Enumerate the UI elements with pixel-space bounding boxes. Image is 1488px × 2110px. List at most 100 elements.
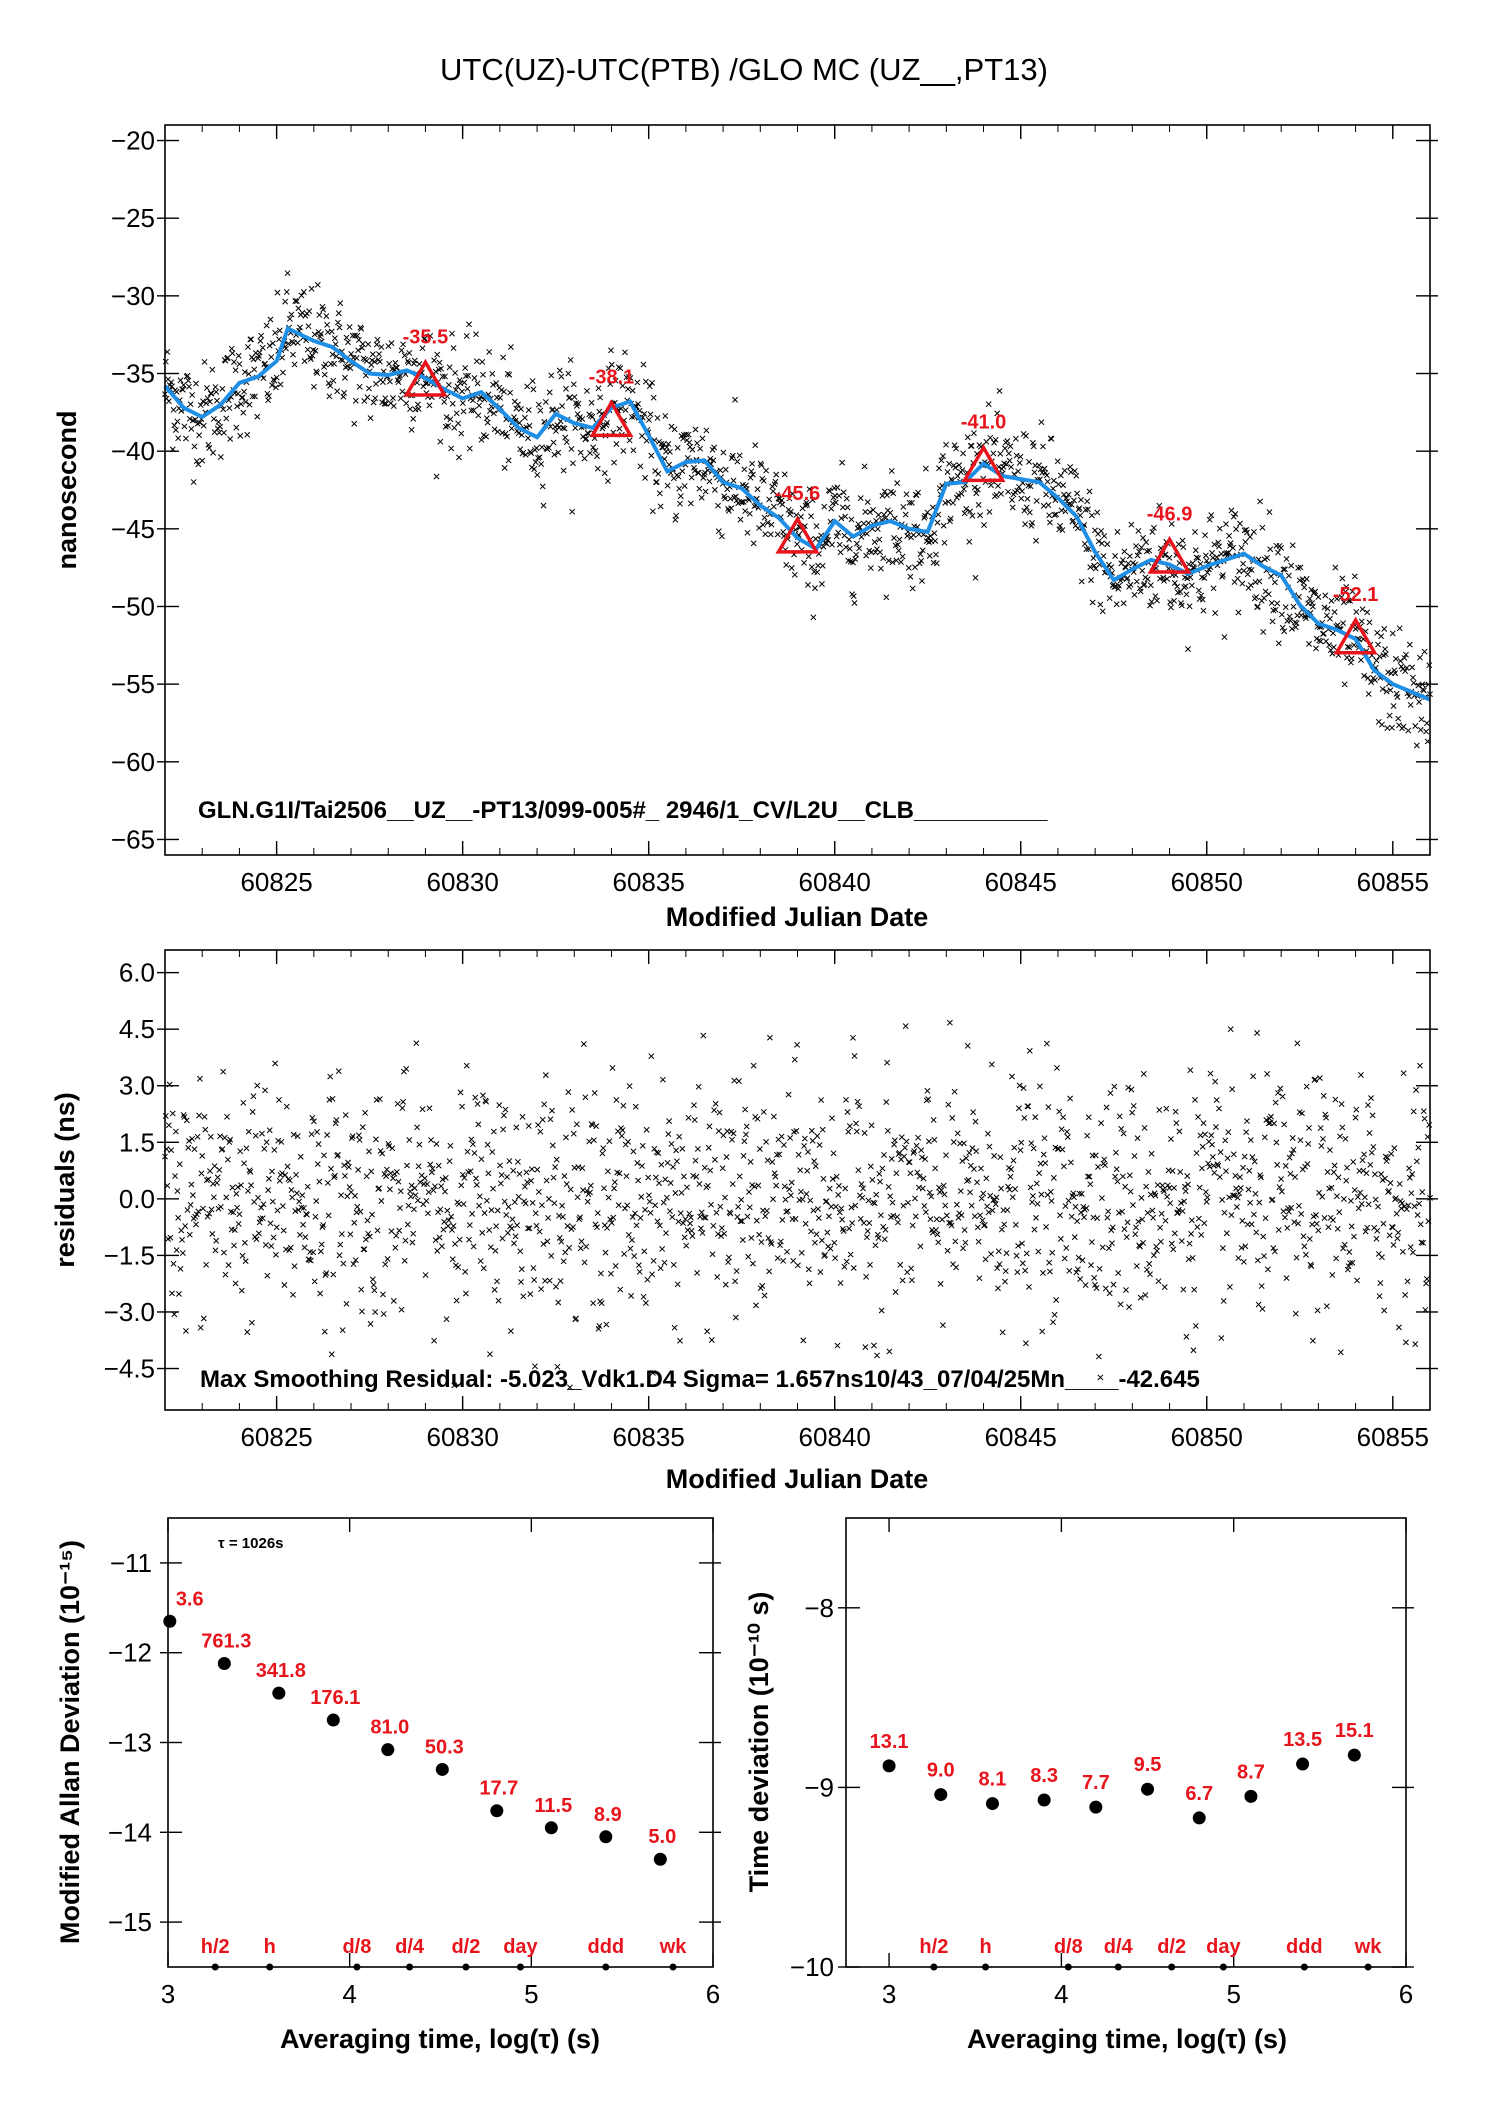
data-point — [971, 484, 978, 491]
data-point — [172, 427, 179, 433]
residual-point — [1361, 1194, 1368, 1201]
residual-point — [390, 1175, 396, 1182]
residual-point — [1416, 1200, 1423, 1207]
data-point — [641, 410, 648, 417]
data-point — [1418, 716, 1425, 723]
data-point — [480, 371, 486, 378]
residual-point — [364, 1217, 371, 1224]
residual-point — [220, 1068, 227, 1075]
data-point — [1287, 617, 1294, 624]
residual-point — [1341, 1241, 1348, 1248]
residual-point — [1087, 1181, 1094, 1188]
residual-point — [1261, 1134, 1268, 1141]
data-point — [513, 405, 520, 412]
residual-point — [732, 1278, 739, 1285]
data-point — [953, 445, 960, 452]
data-point — [437, 438, 444, 445]
residual-point — [429, 1165, 436, 1172]
residual-point — [882, 1226, 889, 1233]
data-point — [909, 585, 916, 592]
residual-point — [1363, 1170, 1370, 1177]
residual-point — [644, 1276, 651, 1283]
residual-point — [1123, 1234, 1130, 1241]
residual-point — [425, 1189, 432, 1196]
data-point — [1259, 524, 1266, 531]
data-point — [227, 435, 234, 442]
data-point — [954, 473, 961, 479]
residual-point — [319, 1224, 326, 1230]
data-point — [518, 406, 524, 412]
residual-point — [490, 1128, 497, 1135]
data-point — [269, 382, 275, 389]
residual-point — [1021, 1114, 1028, 1121]
data-point — [490, 410, 497, 417]
data-point — [1219, 573, 1226, 580]
data-point — [1143, 539, 1150, 546]
residuals-panel: 60825 60830 60835 60840 60845 60850 608556.04.… — [50, 949, 1438, 1494]
data-point — [1060, 491, 1067, 498]
residual-point — [229, 1184, 236, 1191]
residual-point — [954, 1130, 961, 1137]
residual-point — [265, 1187, 272, 1194]
residual-point — [1088, 1239, 1095, 1246]
data-point — [260, 375, 267, 382]
data-point — [569, 508, 576, 515]
residual-point — [1338, 1101, 1345, 1107]
residual-point — [829, 1176, 836, 1182]
residual-point — [314, 1128, 320, 1135]
data-point — [646, 416, 652, 423]
residual-point — [357, 1208, 364, 1215]
data-point — [747, 474, 754, 481]
residual-point — [1413, 1087, 1419, 1093]
residual-point — [985, 1209, 992, 1216]
data-point — [742, 482, 749, 489]
residual-point — [362, 1236, 369, 1243]
residual-point — [478, 1156, 485, 1163]
data-point — [1136, 548, 1143, 555]
data-point — [317, 330, 324, 337]
data-point — [991, 439, 998, 446]
residual-point — [1098, 1195, 1105, 1201]
data-point — [436, 359, 443, 366]
mdev-point-label: 11.5 — [534, 1795, 572, 1817]
data-point — [1312, 588, 1319, 595]
residual-point — [912, 1213, 919, 1220]
data-point — [291, 361, 298, 368]
data-point — [182, 435, 189, 442]
residual-point — [1039, 1328, 1046, 1335]
residual-point — [737, 1218, 744, 1225]
data-point — [185, 377, 192, 384]
data-point — [220, 406, 227, 413]
residual-point — [557, 1278, 564, 1285]
residual-point — [1057, 1212, 1063, 1219]
data-point — [1024, 495, 1031, 502]
data-point — [336, 324, 343, 331]
residual-point — [1309, 1221, 1316, 1228]
data-point — [786, 495, 793, 502]
residual-point — [1126, 1304, 1133, 1311]
residual-point — [292, 1208, 299, 1215]
data-point — [1071, 497, 1077, 504]
residual-point — [996, 1261, 1003, 1268]
residual-point — [1012, 1221, 1019, 1228]
data-point — [706, 478, 713, 485]
residual-point — [1067, 1159, 1074, 1166]
mdev-point-label: 3.6 — [176, 1588, 204, 1610]
data-point — [421, 335, 428, 342]
data-point — [919, 577, 925, 584]
residual-point — [1215, 1162, 1222, 1169]
residual-point — [219, 1146, 226, 1153]
data-point — [938, 457, 945, 464]
residual-point — [270, 1234, 277, 1241]
data-point — [476, 402, 483, 409]
residual-point — [919, 1185, 926, 1192]
residual-point — [942, 1202, 949, 1209]
residual-point — [203, 1177, 210, 1184]
mdev-bottom-label: wk — [659, 1936, 688, 1958]
data-point — [1148, 598, 1155, 605]
data-point — [741, 466, 748, 473]
residual-point — [300, 1221, 307, 1228]
residual-point — [223, 1194, 230, 1201]
residual-point — [636, 1268, 643, 1275]
residual-point — [583, 1243, 590, 1250]
